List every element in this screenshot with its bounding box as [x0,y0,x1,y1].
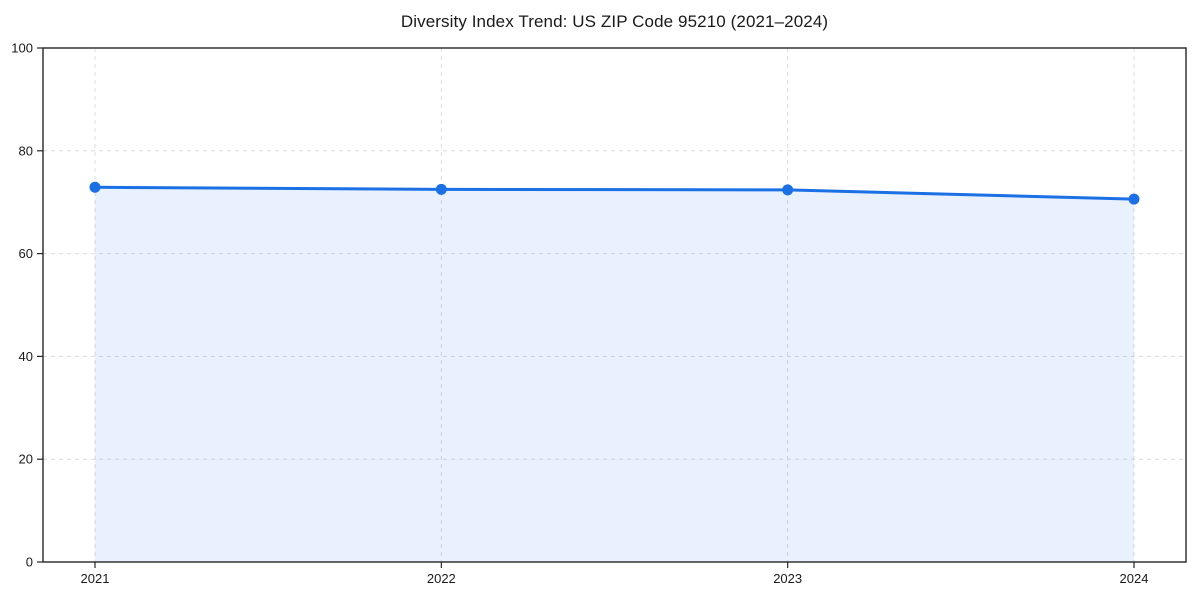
x-tick-label: 2022 [427,571,456,586]
y-tick-label: 0 [26,555,33,570]
plot-frame [42,47,1187,563]
x-tick-label: 2024 [1120,571,1149,586]
data-point-2024 [1128,193,1140,205]
y-tick-label: 20 [19,452,33,467]
y-tick-label: 100 [11,41,33,56]
x-tick-label: 2023 [773,571,802,586]
data-point-2021 [89,181,101,193]
x-tick-label: 2021 [81,571,110,586]
y-tick-label: 60 [19,246,33,261]
trend-line [93,185,1136,201]
area-fill [95,187,1134,562]
data-point-2022 [435,183,447,195]
y-tick-label: 80 [19,143,33,158]
y-tick-label: 40 [19,349,33,364]
data-point-2023 [782,184,794,196]
chart-title: Diversity Index Trend: US ZIP Code 95210… [400,12,829,31]
